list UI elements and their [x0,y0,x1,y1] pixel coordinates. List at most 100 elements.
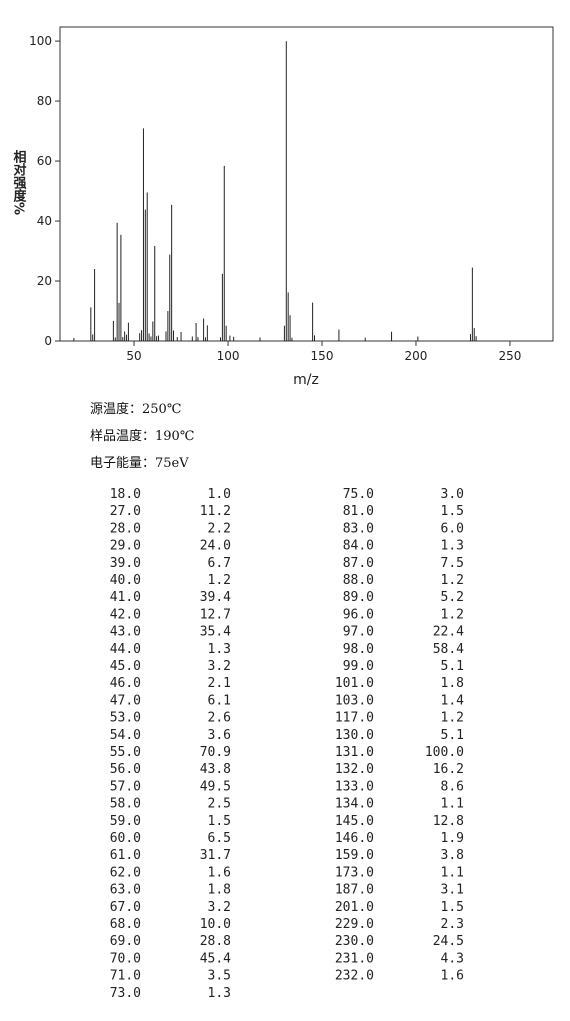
mz-cell: 87.0 [343,556,374,571]
mz-cell: 88.0 [343,573,374,588]
mz-cell: 53.0 [110,711,141,726]
y-tick-label: 60 [37,154,52,168]
intensity-cell: 12.7 [200,607,231,622]
info-line: 样品温度：190℃ [90,429,195,444]
mz-cell: 60.0 [110,831,141,846]
intensity-cell: 6.1 [208,693,231,708]
intensity-cell: 1.8 [441,676,464,691]
intensity-cell: 1.2 [441,607,464,622]
intensity-cell: 22.4 [433,625,464,640]
mz-cell: 41.0 [110,590,141,605]
mz-cell: 159.0 [335,848,374,863]
x-axis-label: m/z [293,372,319,388]
mz-cell: 54.0 [110,728,141,743]
mz-cell: 133.0 [335,779,374,794]
mz-cell: 99.0 [343,659,374,674]
mz-cell: 83.0 [343,521,374,536]
mz-cell: 230.0 [335,934,374,949]
mz-cell: 231.0 [335,951,374,966]
intensity-cell: 2.3 [441,917,464,932]
mz-cell: 134.0 [335,797,374,812]
intensity-cell: 1.2 [208,573,231,588]
plot-frame [59,26,554,342]
x-tick-label: 150 [311,349,334,363]
intensity-cell: 3.6 [208,728,231,743]
mz-cell: 69.0 [110,934,141,949]
mz-cell: 68.0 [110,917,141,932]
mz-cell: 70.0 [110,951,141,966]
mz-cell: 59.0 [110,814,141,829]
intensity-cell: 7.5 [441,556,464,571]
intensity-cell: 1.3 [208,986,231,1001]
mz-cell: 55.0 [110,745,141,760]
y-tick-label: 100 [29,34,52,48]
intensity-cell: 4.3 [441,951,464,966]
mz-cell: 42.0 [110,607,141,622]
mz-cell: 63.0 [110,883,141,898]
intensity-cell: 43.8 [200,762,231,777]
intensity-cell: 1.6 [441,969,464,984]
mz-cell: 71.0 [110,969,141,984]
mz-cell: 84.0 [343,539,374,554]
y-tick-label: 40 [37,214,52,228]
intensity-cell: 1.0 [208,487,231,502]
intensity-cell: 2.1 [208,676,231,691]
intensity-cell: 3.1 [441,883,464,898]
mz-cell: 27.0 [110,504,141,519]
intensity-cell: 2.6 [208,711,231,726]
y-tick-label: 0 [44,334,52,348]
intensity-cell: 6.5 [208,831,231,846]
mz-cell: 89.0 [343,590,374,605]
intensity-cell: 8.6 [441,779,464,794]
mz-cell: 62.0 [110,865,141,880]
mz-cell: 73.0 [110,986,141,1001]
mz-cell: 232.0 [335,969,374,984]
mz-cell: 130.0 [335,728,374,743]
mz-cell: 201.0 [335,900,374,915]
intensity-cell: 2.5 [208,797,231,812]
x-tick-label: 200 [405,349,428,363]
mz-cell: 173.0 [335,865,374,880]
intensity-cell: 3.0 [441,487,464,502]
intensity-cell: 1.1 [441,865,464,880]
intensity-cell: 16.2 [433,762,464,777]
mz-cell: 57.0 [110,779,141,794]
intensity-cell: 28.8 [200,934,231,949]
intensity-cell: 1.3 [441,539,464,554]
info-line: 源温度：250℃ [90,402,182,417]
x-tick-label: 50 [126,349,141,363]
y-axis-label: 相对强度% [11,149,27,215]
mz-cell: 101.0 [335,676,374,691]
mz-cell: 43.0 [110,625,141,640]
intensity-cell: 5.2 [441,590,464,605]
intensity-cell: 10.0 [200,917,231,932]
intensity-cell: 1.2 [441,711,464,726]
intensity-cell: 1.4 [441,693,465,708]
intensity-cell: 11.2 [200,504,231,519]
mz-cell: 103.0 [335,693,374,708]
mz-cell: 47.0 [110,693,141,708]
mz-cell: 117.0 [335,711,374,726]
intensity-cell: 31.7 [200,848,231,863]
intensity-cell: 2.2 [208,521,231,536]
x-tick-label: 100 [217,349,240,363]
mz-cell: 67.0 [110,900,141,915]
peak-table: 18.0 1.0 27.0 11.2 28.0 2.2 29.0 24.0 39.0 6.7 40.… [110,487,465,1001]
intensity-cell: 6.0 [441,521,464,536]
mz-cell: 75.0 [343,487,374,502]
mz-cell: 40.0 [110,573,141,588]
intensity-cell: 70.9 [200,745,231,760]
mz-cell: 145.0 [335,814,374,829]
intensity-cell: 24.0 [200,539,231,554]
mz-cell: 29.0 [110,539,141,554]
mz-cell: 58.0 [110,797,141,812]
intensity-cell: 24.5 [433,934,464,949]
intensity-cell: 1.2 [441,573,464,588]
intensity-cell: 35.4 [200,625,231,640]
x-tick-label: 250 [499,349,522,363]
mz-cell: 81.0 [343,504,374,519]
mz-cell: 28.0 [110,521,141,536]
mz-cell: 45.0 [110,659,141,674]
intensity-cell: 12.8 [433,814,464,829]
